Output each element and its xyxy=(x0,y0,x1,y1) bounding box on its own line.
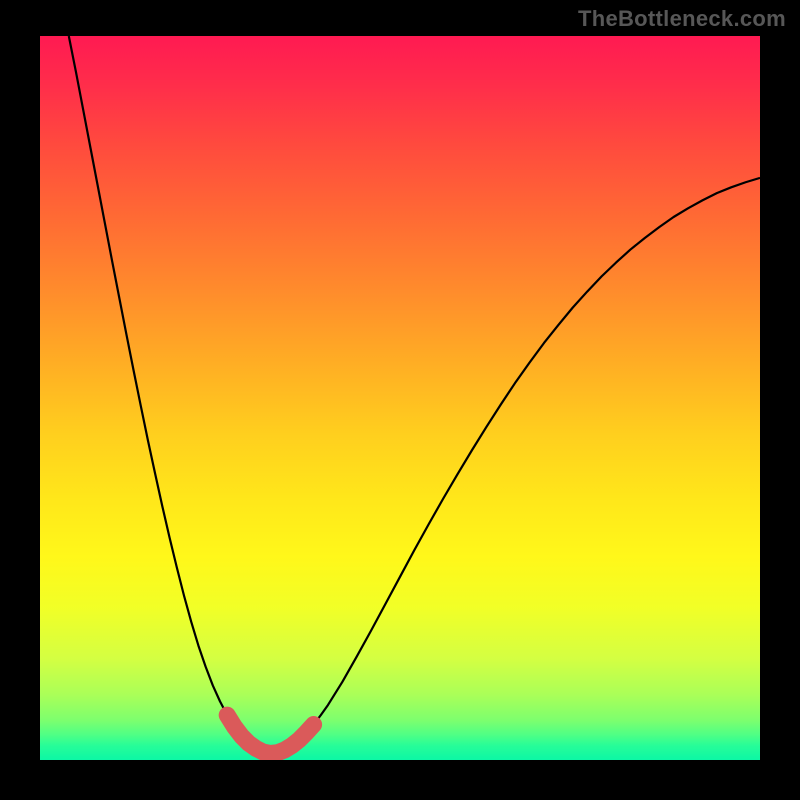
chart-frame: TheBottleneck.com xyxy=(0,0,800,800)
chart-background xyxy=(40,36,760,760)
chart-svg xyxy=(40,36,760,760)
watermark-text: TheBottleneck.com xyxy=(578,6,786,32)
plot-area xyxy=(40,36,760,760)
